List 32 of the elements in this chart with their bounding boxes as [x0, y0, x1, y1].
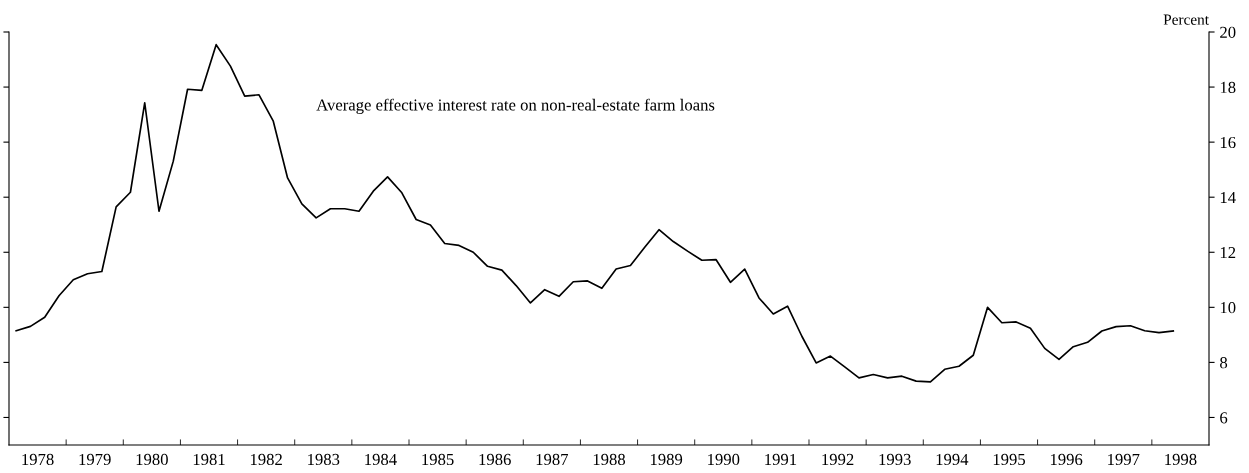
x-tick-label: 1979 — [79, 453, 111, 466]
x-tick-label: 1994 — [936, 453, 969, 466]
y-tick-label: 18 — [1220, 81, 1236, 94]
x-tick-label: 1984 — [365, 453, 397, 466]
text: Average effective interest rate on non-real-estate farm loans — [316, 98, 715, 115]
y-tick-label: 10 — [1220, 302, 1236, 314]
x-tick-label: 1988 — [593, 453, 626, 466]
y-tick-label: 6 — [1220, 412, 1228, 424]
x-tick-label: 1992 — [822, 453, 854, 466]
x-tick-label: 1993 — [879, 453, 911, 466]
y-tick-label: 12 — [1220, 247, 1236, 259]
x-tick-label: 1996 — [1050, 453, 1083, 466]
x-tick-label: 1980 — [136, 453, 168, 466]
x-tick-label: 1989 — [650, 453, 683, 466]
x-tick-label: 1985 — [422, 453, 454, 466]
y-tick-label: 20 — [1220, 26, 1236, 38]
y-axis-title: Percent — [1163, 14, 1209, 25]
y-tick-label: 8 — [1220, 357, 1228, 369]
x-tick-label: 1990 — [708, 453, 740, 466]
x-tick-label: 1995 — [993, 453, 1026, 466]
x-tick-label: 1998 — [1165, 453, 1197, 466]
line-series — [15, 43, 1175, 383]
x-tick-label: 1997 — [1108, 453, 1140, 466]
y-tick-label: 14 — [1220, 191, 1236, 203]
x-tick-label: 1986 — [479, 453, 511, 466]
x-tick-label: 1987 — [536, 453, 569, 466]
x-tick-label: 1991 — [765, 453, 797, 466]
x-tick-label: 1981 — [193, 453, 225, 466]
y-tick-label: 16 — [1220, 136, 1236, 149]
x-tick-label: 1978 — [22, 453, 54, 466]
x-tick-label: 1983 — [308, 453, 340, 466]
x-tick-label: 1982 — [250, 453, 282, 466]
